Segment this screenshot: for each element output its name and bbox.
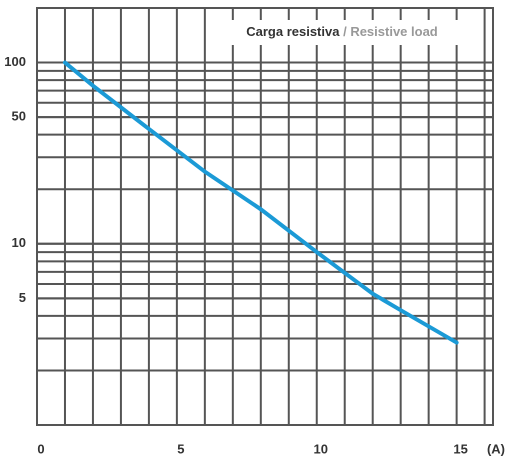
data-line: [62, 60, 459, 345]
y-tick-label: 5: [19, 290, 26, 305]
x-tick-label: 15: [453, 441, 467, 456]
x-tick-label: 10: [314, 441, 328, 456]
y-tick-label: 10: [12, 235, 26, 250]
plot: [62, 60, 459, 345]
y-tick-label: 50: [12, 109, 26, 124]
title-en: / Resistive load: [343, 24, 438, 39]
grid: [37, 8, 493, 425]
x-tick-label: 5: [177, 441, 184, 456]
x-axis-label: (A): [487, 441, 505, 456]
plot-frame: [36, 7, 494, 426]
x-tick-label: 0: [37, 441, 44, 456]
title-box: [222, 20, 462, 45]
chart-title: Carga resistiva / Resistive load: [246, 24, 438, 39]
title-es: Carga resistiva: [246, 24, 340, 39]
y-tick-label: 100: [4, 54, 26, 69]
